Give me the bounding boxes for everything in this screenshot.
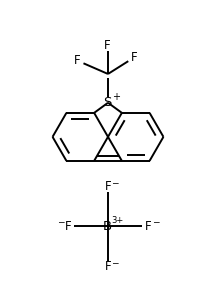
Text: F: F bbox=[104, 39, 110, 52]
Text: F: F bbox=[131, 52, 138, 65]
Text: +: + bbox=[112, 92, 120, 103]
Text: −: − bbox=[152, 217, 159, 226]
Text: B: B bbox=[102, 220, 111, 233]
Text: −: − bbox=[111, 259, 118, 268]
Text: F: F bbox=[74, 54, 81, 67]
Text: F: F bbox=[145, 220, 151, 233]
Text: 3+: 3+ bbox=[111, 216, 123, 225]
Text: −: − bbox=[111, 178, 118, 187]
Text: F: F bbox=[105, 260, 111, 273]
Text: S: S bbox=[103, 96, 111, 109]
Text: −: − bbox=[57, 217, 64, 226]
Text: F: F bbox=[105, 180, 111, 193]
Text: F: F bbox=[65, 220, 71, 233]
